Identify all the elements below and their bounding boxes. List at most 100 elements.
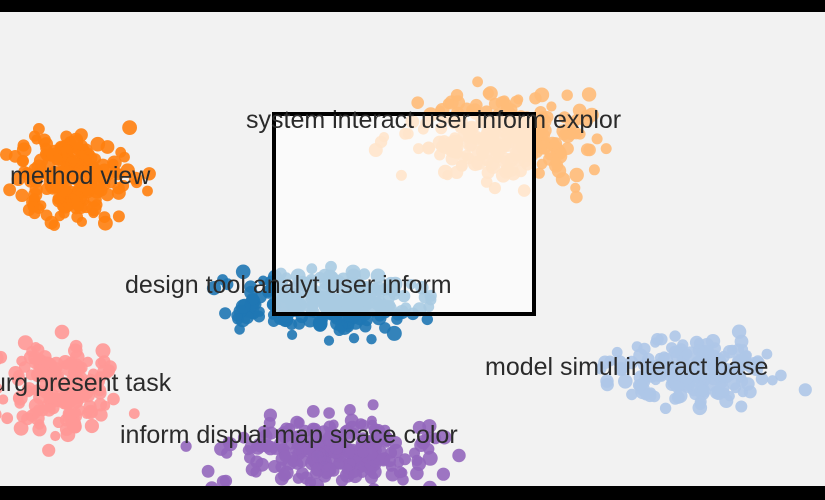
cluster-points-model-simul — [595, 324, 812, 416]
scatter-point — [342, 446, 355, 459]
scatter-point — [33, 390, 48, 405]
scatter-point — [299, 471, 313, 485]
scatter-point — [0, 350, 8, 364]
scatter-point — [253, 438, 268, 453]
scatter-point — [668, 345, 682, 358]
scatter-point — [42, 443, 56, 457]
scatter-point — [82, 356, 94, 367]
scatter-point — [217, 274, 229, 286]
scatter-point — [71, 373, 86, 387]
scatter-point — [735, 400, 748, 413]
scatter-canvas[interactable]: method view system interact user inform … — [0, 12, 825, 486]
scatter-point — [397, 474, 409, 486]
scatter-point — [180, 440, 192, 452]
scatter-point — [372, 435, 385, 448]
scatter-point — [510, 95, 523, 108]
scatter-point — [533, 167, 545, 179]
scatter-point — [57, 201, 68, 212]
scatter-point — [368, 423, 382, 438]
scatter-point — [644, 360, 660, 376]
scatter-point — [52, 416, 65, 428]
scatter-point — [91, 199, 103, 211]
scatter-point — [367, 399, 379, 411]
scatter-point — [588, 164, 600, 176]
scatter-point — [32, 343, 45, 356]
scatter-point — [1, 412, 14, 425]
scatter-point — [472, 76, 483, 88]
scatter-point — [49, 356, 64, 372]
scatter-point — [570, 182, 581, 193]
scatter-point — [565, 116, 579, 131]
scatter-point — [529, 92, 542, 105]
scatter-point — [422, 450, 438, 466]
scatter-point — [50, 430, 61, 442]
scatter-point — [277, 468, 291, 482]
scatter-point — [72, 201, 84, 213]
scatter-point — [310, 467, 322, 480]
selection-rectangle[interactable] — [272, 112, 536, 316]
scatter-point — [391, 313, 403, 325]
scatter-point — [70, 407, 82, 418]
scatter-point — [85, 373, 96, 384]
scatter-point — [488, 97, 502, 110]
scatter-point — [321, 462, 337, 478]
scatter-point — [312, 316, 328, 332]
scatter-point — [626, 388, 638, 401]
scatter-point — [580, 143, 594, 157]
scatter-point — [48, 219, 60, 231]
scatter-point — [95, 343, 111, 359]
scatter-point — [696, 357, 707, 368]
scatter-point — [128, 408, 140, 419]
scatter-point — [59, 422, 74, 436]
scatter-point — [670, 380, 683, 393]
scatter-point — [322, 431, 337, 447]
scatter-point — [618, 374, 633, 389]
scatter-point — [411, 454, 423, 466]
scatter-point — [450, 89, 464, 102]
scatter-point — [3, 183, 16, 197]
scatter-point — [31, 369, 45, 383]
scatter-point — [279, 450, 291, 463]
scatter-point — [357, 446, 369, 458]
scatter-point — [39, 137, 53, 151]
scatter-point — [17, 335, 33, 351]
scatter-point — [683, 346, 698, 362]
scatter-point — [595, 362, 607, 375]
scatter-point — [775, 369, 787, 382]
scatter-point — [34, 419, 45, 430]
scatter-point — [309, 428, 322, 441]
scatter-point — [69, 421, 82, 434]
scatter-point — [94, 408, 108, 422]
scatter-point — [100, 400, 111, 411]
scatter-point — [581, 87, 597, 102]
scatter-point — [237, 431, 250, 444]
scatter-point — [399, 453, 411, 466]
scatter-point — [731, 324, 747, 339]
scatter-point — [122, 120, 137, 135]
scatter-point — [45, 393, 56, 404]
scatter-point — [8, 366, 23, 381]
scatter-point — [410, 466, 424, 481]
scatter-point — [344, 404, 356, 416]
scatter-point — [293, 317, 306, 330]
scatter-point — [84, 418, 99, 434]
scatter-point — [0, 394, 9, 405]
scatter-point — [71, 391, 84, 404]
scatter-point — [339, 425, 353, 439]
scatter-point — [94, 183, 108, 197]
scatter-point — [718, 350, 730, 363]
scatter-point — [689, 335, 704, 350]
scatter-point — [60, 144, 74, 158]
scatter-point — [723, 363, 738, 378]
scatter-point — [291, 435, 305, 450]
scatter-point — [694, 398, 706, 410]
scatter-point — [111, 185, 126, 200]
scatter-point — [643, 389, 657, 403]
scatter-point — [290, 415, 304, 429]
scatter-point — [45, 181, 56, 192]
scatter-point — [287, 329, 298, 340]
scatter-point — [564, 127, 578, 141]
scatter-point — [18, 165, 31, 178]
scatter-point — [31, 168, 45, 182]
scatter-point — [93, 383, 107, 397]
